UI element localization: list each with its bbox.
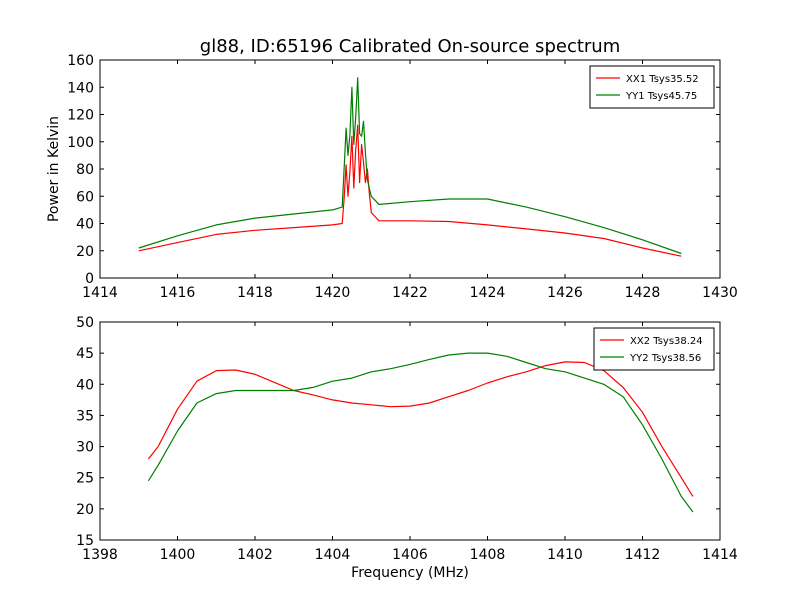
y-tick-label: 40 xyxy=(76,217,94,233)
y-tick-label: 40 xyxy=(76,377,94,393)
legend-label-2: YY2 Tsys38.56 xyxy=(629,353,701,364)
x-tick-label: 1428 xyxy=(625,285,661,301)
bottom-x-axis-label: Frequency (MHz) xyxy=(351,565,469,581)
x-tick-label: 1418 xyxy=(237,285,273,301)
x-tick-label: 1410 xyxy=(547,547,583,563)
x-tick-label: 1422 xyxy=(392,285,428,301)
top-plot: 1414 1416 1418 1420 1422 1424 1426 1428 1430 0 20 4… xyxy=(67,53,738,301)
legend-box xyxy=(589,65,715,109)
x-tick-label: 1408 xyxy=(470,547,506,563)
y-tick-label: 45 xyxy=(76,346,94,362)
y-tick-label: 120 xyxy=(67,108,94,124)
y-tick-label: 20 xyxy=(76,502,94,518)
y-tick-label: 60 xyxy=(76,189,94,205)
x-tick-label: 1400 xyxy=(160,547,196,563)
chart-title: gl88, ID:65196 Calibrated On-source spec… xyxy=(200,36,620,57)
x-tick-label: 1430 xyxy=(702,285,738,301)
x-tick-label: 1406 xyxy=(392,547,428,563)
y-tick-label: 50 xyxy=(76,315,94,331)
y-tick-label: 25 xyxy=(76,471,94,487)
x-tick-label: 1414 xyxy=(82,285,118,301)
series-line-1 xyxy=(138,124,682,257)
y-tick-label: 80 xyxy=(76,162,94,178)
series-line-2 xyxy=(138,77,682,255)
y-tick-label: 160 xyxy=(67,53,94,69)
legend-box xyxy=(593,327,715,371)
y-tick-label: 100 xyxy=(67,135,94,151)
x-tick-label: 1416 xyxy=(160,285,196,301)
x-tick-label: 1402 xyxy=(237,547,273,563)
top-y-axis-label: Power in Kelvin xyxy=(46,116,62,222)
x-tick-label: 1412 xyxy=(625,547,661,563)
x-tick-label: 1414 xyxy=(702,547,738,563)
x-tick-label: 1424 xyxy=(470,285,506,301)
y-tick-label: 15 xyxy=(76,533,94,549)
y-tick-label: 20 xyxy=(76,244,94,260)
series-line-2 xyxy=(147,352,694,513)
y-tick-label: 35 xyxy=(76,408,94,424)
legend-label-2: YY1 Tsys45.75 xyxy=(625,91,697,102)
y-tick-label: 0 xyxy=(85,271,94,287)
y-tick-label: 30 xyxy=(76,440,94,456)
y-tick-label: 140 xyxy=(67,80,94,96)
x-tick-label: 1404 xyxy=(315,547,351,563)
series-line-1 xyxy=(147,361,694,497)
legend-label-1: XX2 Tsys38.24 xyxy=(630,336,703,347)
x-tick-label: 1420 xyxy=(315,285,351,301)
x-tick-label: 1426 xyxy=(547,285,583,301)
legend-label-1: XX1 Tsys35.52 xyxy=(626,74,699,85)
x-tick-label: 1398 xyxy=(82,547,118,563)
bottom-plot: 1398 1400 1402 1404 1406 1408 1410 1412 1414 15 20… xyxy=(76,315,738,563)
